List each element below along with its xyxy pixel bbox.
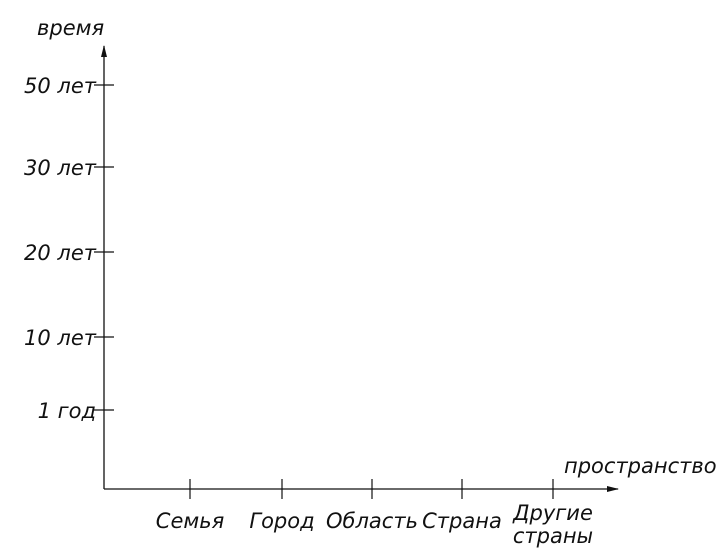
x-tick-label-line: Город <box>249 509 314 533</box>
y-tick-label: 30 лет <box>24 156 97 180</box>
x-tick-label: Город <box>249 509 314 533</box>
x-axis-title: пространство <box>564 454 717 478</box>
y-tick-group: 1 год 10 лет 20 лет 30 лет 50 лет <box>24 74 114 423</box>
x-tick-group: Семья Город Область Страна Другие страны <box>156 479 593 548</box>
x-tick-label: Семья <box>156 509 224 533</box>
y-axis-title: время <box>37 16 104 40</box>
y-tick-label: 20 лет <box>24 241 97 265</box>
x-tick-label-line: Семья <box>156 509 224 533</box>
x-tick-label-line: страны <box>513 524 593 548</box>
x-tick-label-line: Страна <box>422 509 502 533</box>
x-tick-label: Страна <box>422 509 502 533</box>
x-tick-label: Другие страны <box>512 501 593 548</box>
y-tick-label: 10 лет <box>24 326 97 350</box>
y-tick-label: 1 год <box>38 399 96 423</box>
x-tick-label-line: Область <box>326 509 418 533</box>
y-tick-label: 50 лет <box>24 74 97 98</box>
x-tick-label: Область <box>326 509 418 533</box>
x-tick-label-line: Другие <box>512 501 593 525</box>
